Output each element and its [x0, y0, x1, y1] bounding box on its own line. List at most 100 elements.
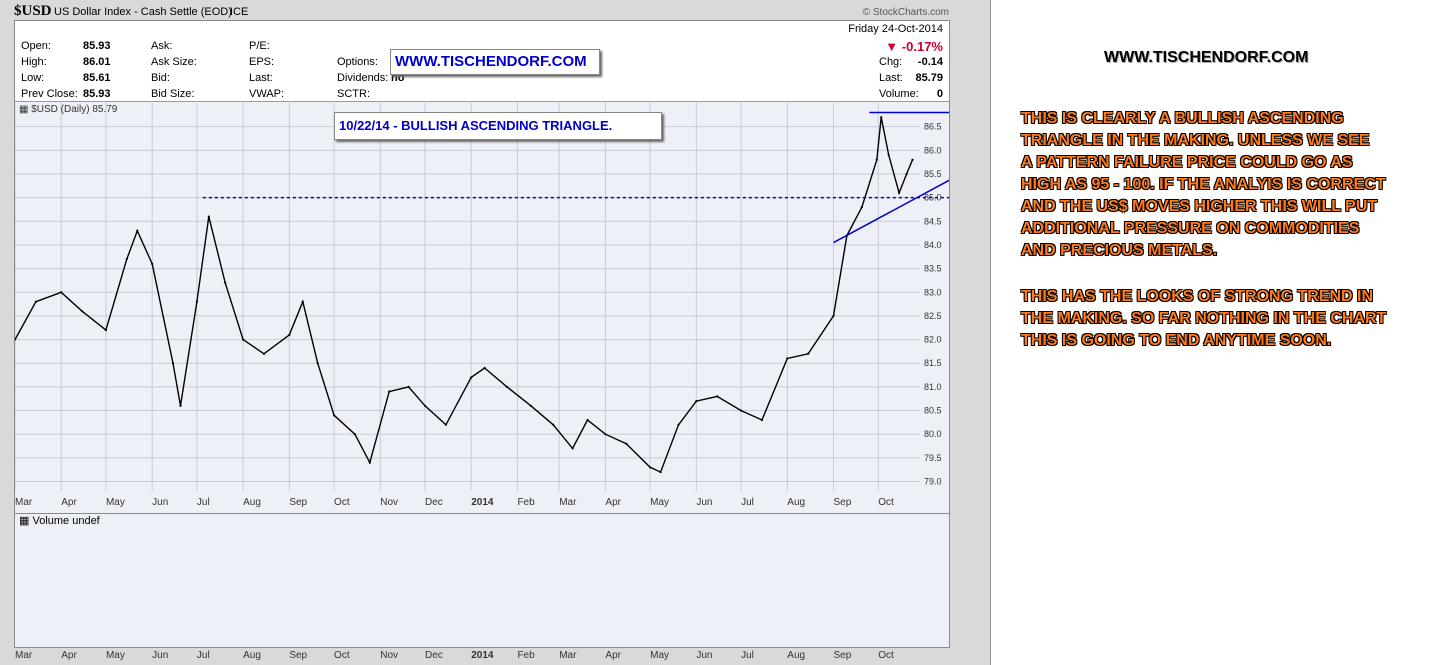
price-point: [529, 404, 532, 407]
p1-line: AND THE US$ MOVES HIGHER THIS WILL PUT: [1021, 198, 1378, 215]
price-point: [353, 433, 357, 436]
x-tick-label: Jun: [696, 650, 713, 661]
x-tick-label: Oct: [334, 497, 350, 508]
price-point: [136, 229, 139, 232]
down-triangle-icon: ▼: [885, 39, 899, 54]
x-tick-label: May: [105, 497, 125, 508]
price-chart-svg: 79.0 79.5 80.0 80.5 81.0 81.5 82.0 82.5 83.0 83.5…: [15, 103, 949, 491]
price-panel: Open: 85.93 High: 86.01 Low: 85.61 Prev …: [14, 20, 950, 515]
last-label-mid: Last:: [249, 72, 273, 84]
price-point: [625, 442, 628, 445]
price-point: [423, 404, 427, 407]
x-tick-label: Mar: [15, 650, 33, 661]
price-point: [332, 414, 336, 417]
y-tick-label: 85.5: [924, 169, 942, 179]
volume-label: Volume:: [879, 88, 919, 100]
sctr-label: SCTR:: [337, 88, 370, 100]
legend-swatch-icon: ▦: [19, 515, 30, 527]
low-value: 85.61: [83, 72, 111, 84]
x-tick-label: Dec: [425, 650, 443, 661]
price-point: [104, 329, 108, 332]
change-percent-group: ▼ -0.17%: [885, 39, 943, 54]
last-label: Last:: [879, 72, 903, 84]
ask-size-label: Ask Size:: [151, 56, 197, 68]
change-percent: -0.17%: [901, 39, 943, 54]
dividends-label: Dividends:: [337, 72, 389, 84]
volume-value: 0: [936, 88, 943, 100]
x-tick-label: Apr: [61, 497, 77, 508]
x-tick-label: Jun: [152, 497, 169, 508]
price-point: [224, 281, 227, 284]
volume-panel: ▦ Volume undef: [14, 513, 950, 648]
p1-line: A PATTERN FAILURE PRICE COULD GO AS: [1021, 154, 1353, 171]
commentary-title: WWW.TISCHENDORF.COM: [1104, 49, 1309, 66]
p1-line: THIS IS CLEARLY A BULLISH ASCENDING: [1021, 110, 1344, 127]
y-tick-label: 79.5: [924, 453, 942, 463]
x-tick-label: May: [105, 650, 125, 661]
x-tick-label: Dec: [425, 497, 443, 508]
price-point: [368, 461, 371, 464]
y-tick-label: 81.0: [924, 382, 942, 392]
x-tick-label: Feb: [517, 497, 535, 508]
y-tick-label: 84.0: [924, 240, 942, 250]
price-point: [207, 215, 210, 218]
x-tick-label: Jul: [741, 650, 754, 661]
ask-label: Ask:: [151, 40, 173, 52]
price-point: [887, 153, 890, 157]
x-tick-label: Apr: [605, 650, 621, 661]
x-tick-label: Jul: [741, 497, 754, 508]
x-tick-label: Mar: [559, 650, 577, 661]
vwap-label: VWAP:: [249, 88, 285, 100]
triangle-annotation-box: 10/22/14 - BULLISH ASCENDING TRIANGLE.: [334, 112, 662, 140]
price-point: [125, 258, 128, 261]
commentary-paragraph-1: THIS IS CLEARLY A BULLISH ASCENDING TRIA…: [1021, 108, 1386, 262]
p1-line: ADDITIONAL PRESSURE ON COMMODITIES: [1021, 220, 1360, 237]
stockcharts-copyright: © StockCharts.com: [862, 7, 949, 18]
y-tick-label: 82.0: [924, 335, 942, 345]
x-tick-label: Aug: [243, 650, 261, 661]
x-tick-label: May: [650, 650, 670, 661]
x-tick-label: Jun: [152, 650, 169, 661]
price-point: [80, 310, 84, 313]
p2-line: THIS IS GOING TO END ANYTIME SOON.: [1021, 332, 1332, 349]
chg-value: -0.14: [917, 56, 943, 68]
high-label: High:: [21, 56, 47, 68]
y-tick-label: 79.0: [924, 477, 942, 487]
last-value: 85.79: [915, 72, 943, 84]
price-point: [659, 470, 662, 474]
y-tick-label: 82.5: [924, 311, 942, 321]
p2-line: THIS HAS THE LOOKS OF STRONG TREND IN: [1021, 288, 1374, 305]
x-tick-label: Aug: [787, 650, 806, 661]
bid-label: Bid:: [151, 72, 170, 84]
p1-line: AND PRECIOUS METALS.: [1021, 242, 1218, 259]
price-point: [316, 362, 319, 365]
x-tick-label: Nov: [380, 650, 399, 661]
tischendorf-watermark-box: WWW.TISCHENDORF.COM: [390, 49, 600, 75]
y-tick-label: 80.0: [924, 429, 942, 439]
price-point: [195, 300, 198, 303]
price-point: [15, 338, 17, 341]
price-point: [739, 409, 743, 412]
price-point: [179, 404, 182, 407]
options-label: Options:: [337, 56, 378, 68]
price-legend: ▦ $USD (Daily) 85.79: [19, 104, 118, 115]
y-tick-label: 85.0: [924, 193, 942, 203]
y-tick-label: 80.5: [924, 406, 942, 416]
volume-legend-group: ▦ Volume undef: [19, 514, 100, 527]
price-point: [716, 395, 719, 398]
y-tick-label: 81.5: [924, 358, 942, 368]
x-tick-label: Sep: [289, 650, 308, 661]
price-point: [171, 362, 175, 365]
price-point: [151, 262, 154, 265]
x-tick-label: Jul: [196, 497, 210, 508]
x-tick-label: Sep: [289, 497, 308, 508]
x-tick-label: Aug: [787, 497, 806, 508]
y-tick-label: 86.0: [924, 145, 942, 155]
prev-close-value: 85.93: [83, 88, 111, 100]
price-point: [505, 385, 509, 389]
x-tick-label: Jul: [196, 650, 210, 661]
x-tick-label: 2014: [471, 497, 494, 508]
chg-label: Chg:: [879, 56, 903, 68]
y-tick-label: 86.5: [924, 122, 942, 132]
price-point: [470, 376, 473, 379]
